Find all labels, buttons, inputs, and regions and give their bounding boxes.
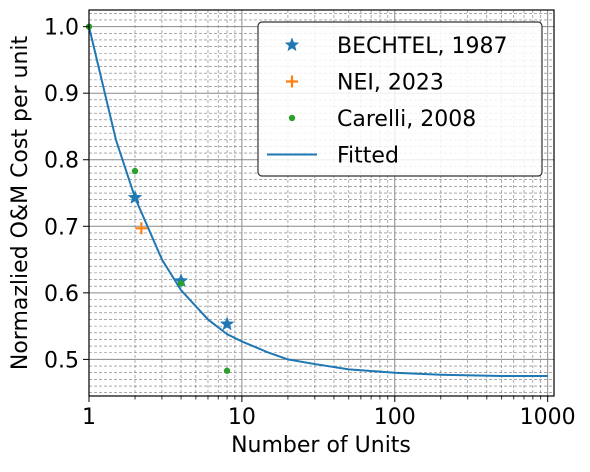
legend-entry-label: Carelli, 2008 [337, 107, 476, 132]
y-tick-label: 0.7 [44, 215, 79, 240]
carelli-2008-point [223, 367, 231, 374]
y-tick-label: 1.0 [44, 16, 79, 41]
grid-layer [88, 10, 554, 396]
y-axis-label: Normazlied O&M Cost per unit [8, 35, 33, 370]
legend-entry-label: BECHTEL, 1987 [337, 34, 507, 59]
x-tick-label: 1000 [520, 405, 576, 430]
plot-area-frame [88, 9, 555, 397]
legend: BECHTEL, 1987 NEI, 2023 Carelli, 2008 Fitte… [257, 21, 543, 177]
carelli-2008-point [177, 280, 185, 287]
legend-entry-label: NEI, 2023 [337, 71, 444, 96]
carelli-2008-point [131, 167, 139, 175]
y-tick-label: 0.6 [44, 282, 79, 307]
legend-marker-swatch [284, 37, 300, 52]
legend-marker-swatch [288, 114, 296, 122]
line-layer [88, 26, 548, 378]
tick-layer: 1 10 100 1000 0.5 0.6 0.7 0.8 0.9 1.0 [44, 16, 576, 430]
y-tick-label: 0.8 [44, 149, 79, 174]
nei-2023-point [135, 222, 148, 235]
x-axis-label: Number of Units [231, 433, 411, 458]
y-tick-label: 0.9 [44, 82, 79, 107]
x-tick-label: 100 [374, 405, 416, 430]
bechtel-1987-point [219, 316, 235, 331]
marker-layer [85, 23, 235, 374]
legend-box [257, 21, 543, 177]
bechtel-1987-point [127, 189, 143, 204]
x-tick-label: 10 [228, 405, 256, 430]
x-tick-label: 1 [82, 405, 96, 430]
legend-entry-label: Fitted [337, 144, 399, 169]
y-tick-label: 0.5 [44, 348, 79, 373]
label-layer: Number of Units Normazlied O&M Cost per … [8, 35, 411, 458]
legend-marker-swatch [286, 75, 298, 88]
fitted-line [88, 26, 548, 378]
